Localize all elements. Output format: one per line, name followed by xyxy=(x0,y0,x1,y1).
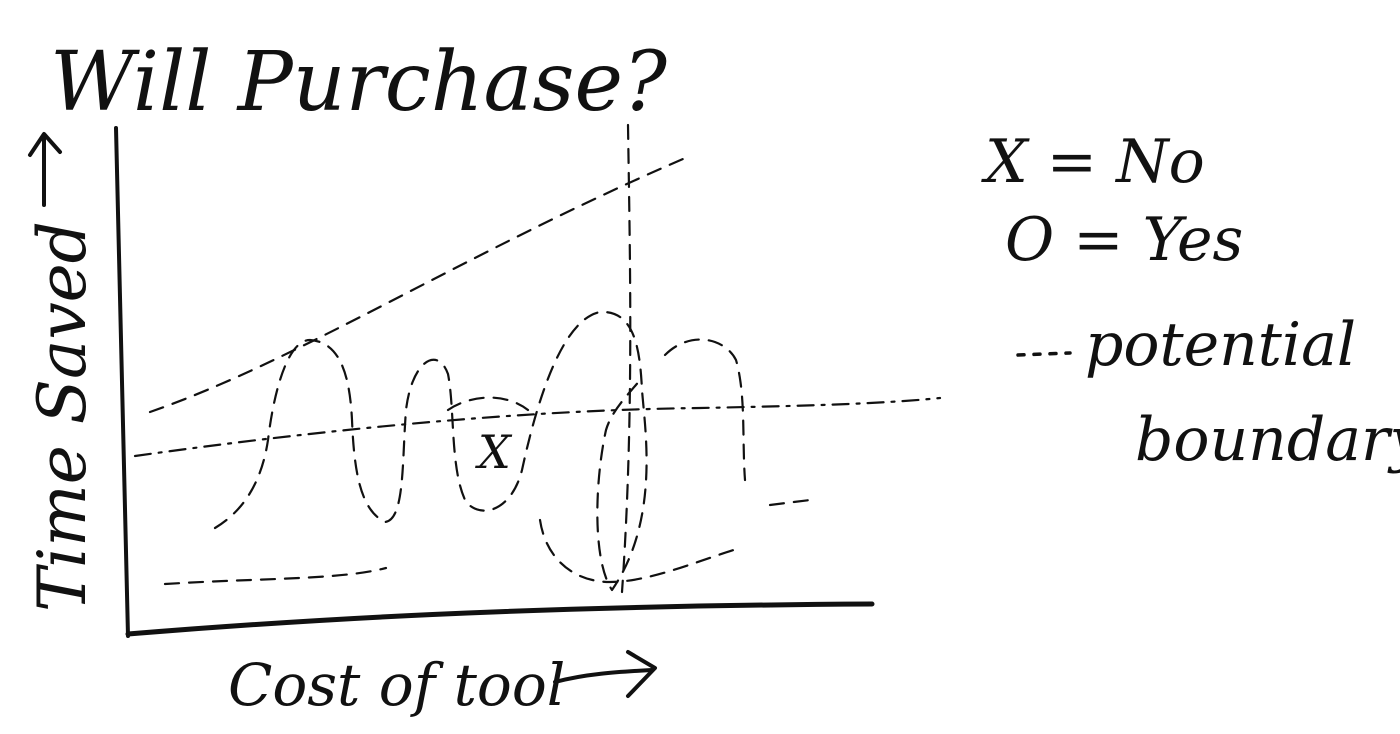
legend-boundary-dash-icon xyxy=(1016,351,1072,357)
chart-title: Will Purchase? xyxy=(50,35,668,130)
x-axis-line xyxy=(125,601,875,637)
legend: X = No O = Yes potential boundary xyxy=(981,127,1400,475)
boundary-wavy xyxy=(213,310,648,592)
boundary-horizontal xyxy=(133,396,942,458)
boundary-inner-arc xyxy=(446,396,530,412)
legend-no-entry: X = No xyxy=(981,127,1205,197)
boundary-right-tail xyxy=(768,498,812,507)
y-axis-arrow-icon xyxy=(28,132,62,207)
x-axis-arrow-icon xyxy=(553,650,657,698)
boundary-diagonal xyxy=(148,154,692,414)
legend-boundary-entry-line2: boundary xyxy=(1135,405,1400,475)
boundary-lower-loop xyxy=(538,518,742,584)
boundary-right-arc xyxy=(663,338,747,482)
legend-boundary-entry-line1: potential xyxy=(1085,310,1356,380)
y-axis-line xyxy=(114,126,130,638)
boundary-vertical xyxy=(620,123,632,594)
data-point-x-marker: X xyxy=(475,425,513,479)
boundary-bottom xyxy=(163,566,388,586)
x-axis-label: Cost of tool xyxy=(228,651,565,719)
y-axis-label: Time Saved xyxy=(24,221,101,612)
legend-yes-entry: O = Yes xyxy=(1005,205,1243,275)
